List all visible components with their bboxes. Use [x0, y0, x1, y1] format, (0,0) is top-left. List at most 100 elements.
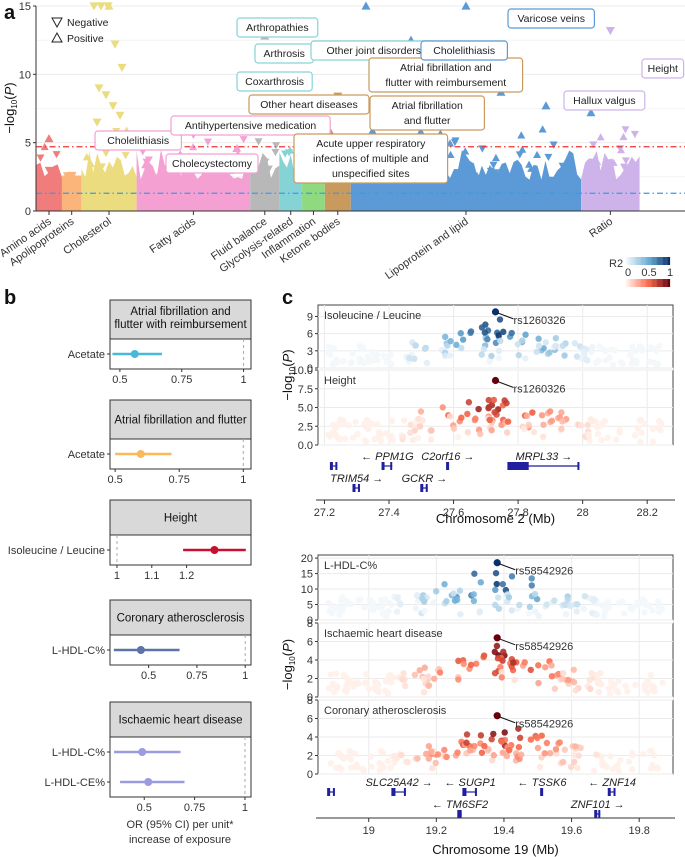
- snp-point: [412, 342, 420, 349]
- snp-point: [363, 679, 370, 686]
- y-tick-label: 0.0: [298, 440, 313, 452]
- r2-gradient-red: [627, 279, 629, 287]
- snp-point: [327, 601, 334, 609]
- snp-point: [558, 409, 565, 416]
- category-density: [302, 178, 325, 211]
- snp-point: [387, 764, 394, 772]
- snp-point: [453, 341, 460, 349]
- snp-point: [347, 756, 355, 763]
- r2-gradient-red: [659, 279, 661, 287]
- row-label: L-HDL-C%: [52, 747, 105, 759]
- snp-point: [428, 748, 435, 755]
- snp-point: [490, 396, 498, 404]
- snp-point: [446, 413, 454, 420]
- snp-point: [477, 732, 485, 739]
- lead-snp-point: [491, 376, 500, 385]
- snp-point: [397, 601, 404, 608]
- point-marker: [461, 147, 470, 155]
- point-marker: [103, 2, 113, 11]
- annotation-label: Atrial fibrillation and flutter: [369, 95, 486, 131]
- gene-exon: [607, 788, 611, 796]
- point-marker: [92, 118, 102, 127]
- r2-gradient-red: [626, 279, 628, 287]
- gene-label: SLC25A42 →: [366, 777, 433, 789]
- snp-point: [398, 751, 405, 759]
- snp-point: [372, 351, 379, 359]
- snp-point: [609, 361, 617, 368]
- y-tick-label: 10: [19, 69, 31, 81]
- point-marker: [527, 164, 536, 172]
- snp-point: [400, 670, 407, 677]
- point-marker: [52, 151, 61, 159]
- x-axis-title-line2: increase of exposure: [129, 834, 231, 846]
- snp-point: [492, 586, 499, 594]
- gene-track: SLC25A42 → ← SUGP1 ← TSSK6 ← ZNF14 ← TM6SF2 Z…: [327, 777, 636, 818]
- r2-gradient-blue: [650, 257, 652, 265]
- r2-gradient-red: [642, 279, 644, 287]
- snp-point: [558, 425, 565, 432]
- snp-point: [350, 434, 357, 441]
- snp-point: [432, 759, 439, 767]
- snp-point: [636, 417, 643, 424]
- snp-point: [619, 360, 626, 368]
- snp-point: [495, 605, 503, 612]
- region-1: 0 3 6 9 rs1260326 Isoleucine / Leucine 0.0 2.5 5…: [280, 304, 675, 526]
- snp-point: [552, 335, 560, 342]
- snp-point: [598, 436, 605, 444]
- snp-point: [421, 345, 429, 352]
- snp-point: [345, 676, 353, 684]
- point-marker: [203, 138, 212, 146]
- snp-point: [421, 607, 428, 615]
- snp-point: [349, 350, 356, 358]
- or-point: [144, 778, 153, 786]
- snp-point: [628, 766, 636, 773]
- r2-gradient-red: [641, 279, 643, 287]
- snp-point: [647, 344, 655, 351]
- point-marker: [117, 63, 127, 72]
- gene-exon: [425, 484, 428, 492]
- strip-background: [109, 299, 252, 340]
- forest-subplot-4: Coronary atherosclerosis L-HDL-C% 0.5 0.75 1: [52, 599, 252, 682]
- snp-point: [538, 412, 546, 419]
- snp-point: [393, 608, 401, 615]
- track-title: Isoleucine / Leucine: [324, 310, 421, 322]
- annotation-text: Cholecystectomy: [172, 158, 253, 170]
- snp-point: [515, 352, 523, 359]
- r2-gradient-blue: [660, 257, 662, 265]
- snp-point: [501, 729, 508, 736]
- gene-exon: [507, 462, 529, 470]
- y-tick-label: 0: [25, 206, 31, 218]
- gene-exon: [335, 462, 338, 470]
- snp-point: [647, 671, 655, 679]
- annotation-text: Varicose veins: [517, 13, 585, 25]
- snp-point: [595, 680, 602, 687]
- snp-point: [414, 434, 422, 442]
- snp-point: [484, 336, 491, 343]
- gene-exon: [613, 788, 616, 796]
- y-tick-label: 0: [307, 615, 313, 627]
- snp-point: [573, 608, 580, 615]
- point-marker: [619, 132, 628, 141]
- snp-point: [604, 598, 612, 606]
- lead-snp-pointer: [497, 381, 514, 388]
- snp-point: [409, 436, 417, 444]
- snp-point: [364, 353, 372, 360]
- snp-point: [414, 755, 421, 762]
- snp-point: [620, 610, 628, 617]
- r2-gradient-blue: [662, 257, 664, 265]
- point-marker: [456, 168, 465, 176]
- y-tick-label: 6: [307, 714, 313, 726]
- snp-point: [525, 610, 533, 617]
- snp-point: [480, 345, 488, 353]
- snp-point: [505, 747, 513, 754]
- row-label: L-HDL-CE%: [44, 777, 105, 789]
- snp-point: [649, 425, 657, 433]
- snp-point: [514, 341, 522, 348]
- snp-point: [561, 352, 568, 359]
- or-point: [136, 450, 145, 458]
- y-tick-label: 8: [307, 618, 313, 630]
- snp-point: [644, 677, 651, 684]
- point-marker: [89, 2, 99, 11]
- snp-point: [411, 355, 418, 362]
- snp-point: [641, 420, 649, 428]
